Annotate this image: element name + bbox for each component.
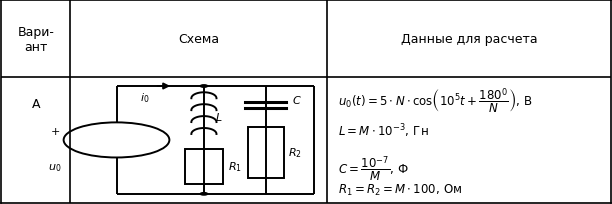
Text: $i_0$: $i_0$ — [140, 91, 149, 104]
Text: $C = \dfrac{10^{-7}}{M},\,\text{Ф}$: $C = \dfrac{10^{-7}}{M},\,\text{Ф}$ — [338, 154, 409, 183]
Text: A: A — [32, 98, 40, 111]
Text: +: + — [51, 126, 61, 136]
Text: $L$: $L$ — [215, 111, 222, 122]
Circle shape — [200, 85, 207, 88]
Text: $u_0(t) = 5 \cdot N \cdot \cos\!\left(10^5t + \dfrac{180^0}{N}\right),\,\text{В}: $u_0(t) = 5 \cdot N \cdot \cos\!\left(10… — [338, 86, 533, 115]
Text: Вари-
ант: Вари- ант — [17, 26, 54, 53]
Text: $u_0$: $u_0$ — [48, 162, 62, 174]
Bar — [185, 149, 223, 184]
Bar — [248, 128, 283, 178]
Text: $L = M \cdot 10^{-3},\,\text{Гн}$: $L = M \cdot 10^{-3},\,\text{Гн}$ — [338, 122, 429, 140]
Circle shape — [200, 193, 207, 195]
Text: Данные для расчета: Данные для расчета — [401, 33, 537, 46]
Text: $R_1 = R_2 = M \cdot 100,\,\text{Ом}$: $R_1 = R_2 = M \cdot 100,\,\text{Ом}$ — [338, 183, 463, 197]
Text: $R_2$: $R_2$ — [288, 146, 302, 160]
Text: Схема: Схема — [178, 33, 219, 46]
Text: $R_1$: $R_1$ — [228, 160, 242, 173]
Text: $C$: $C$ — [293, 93, 302, 105]
